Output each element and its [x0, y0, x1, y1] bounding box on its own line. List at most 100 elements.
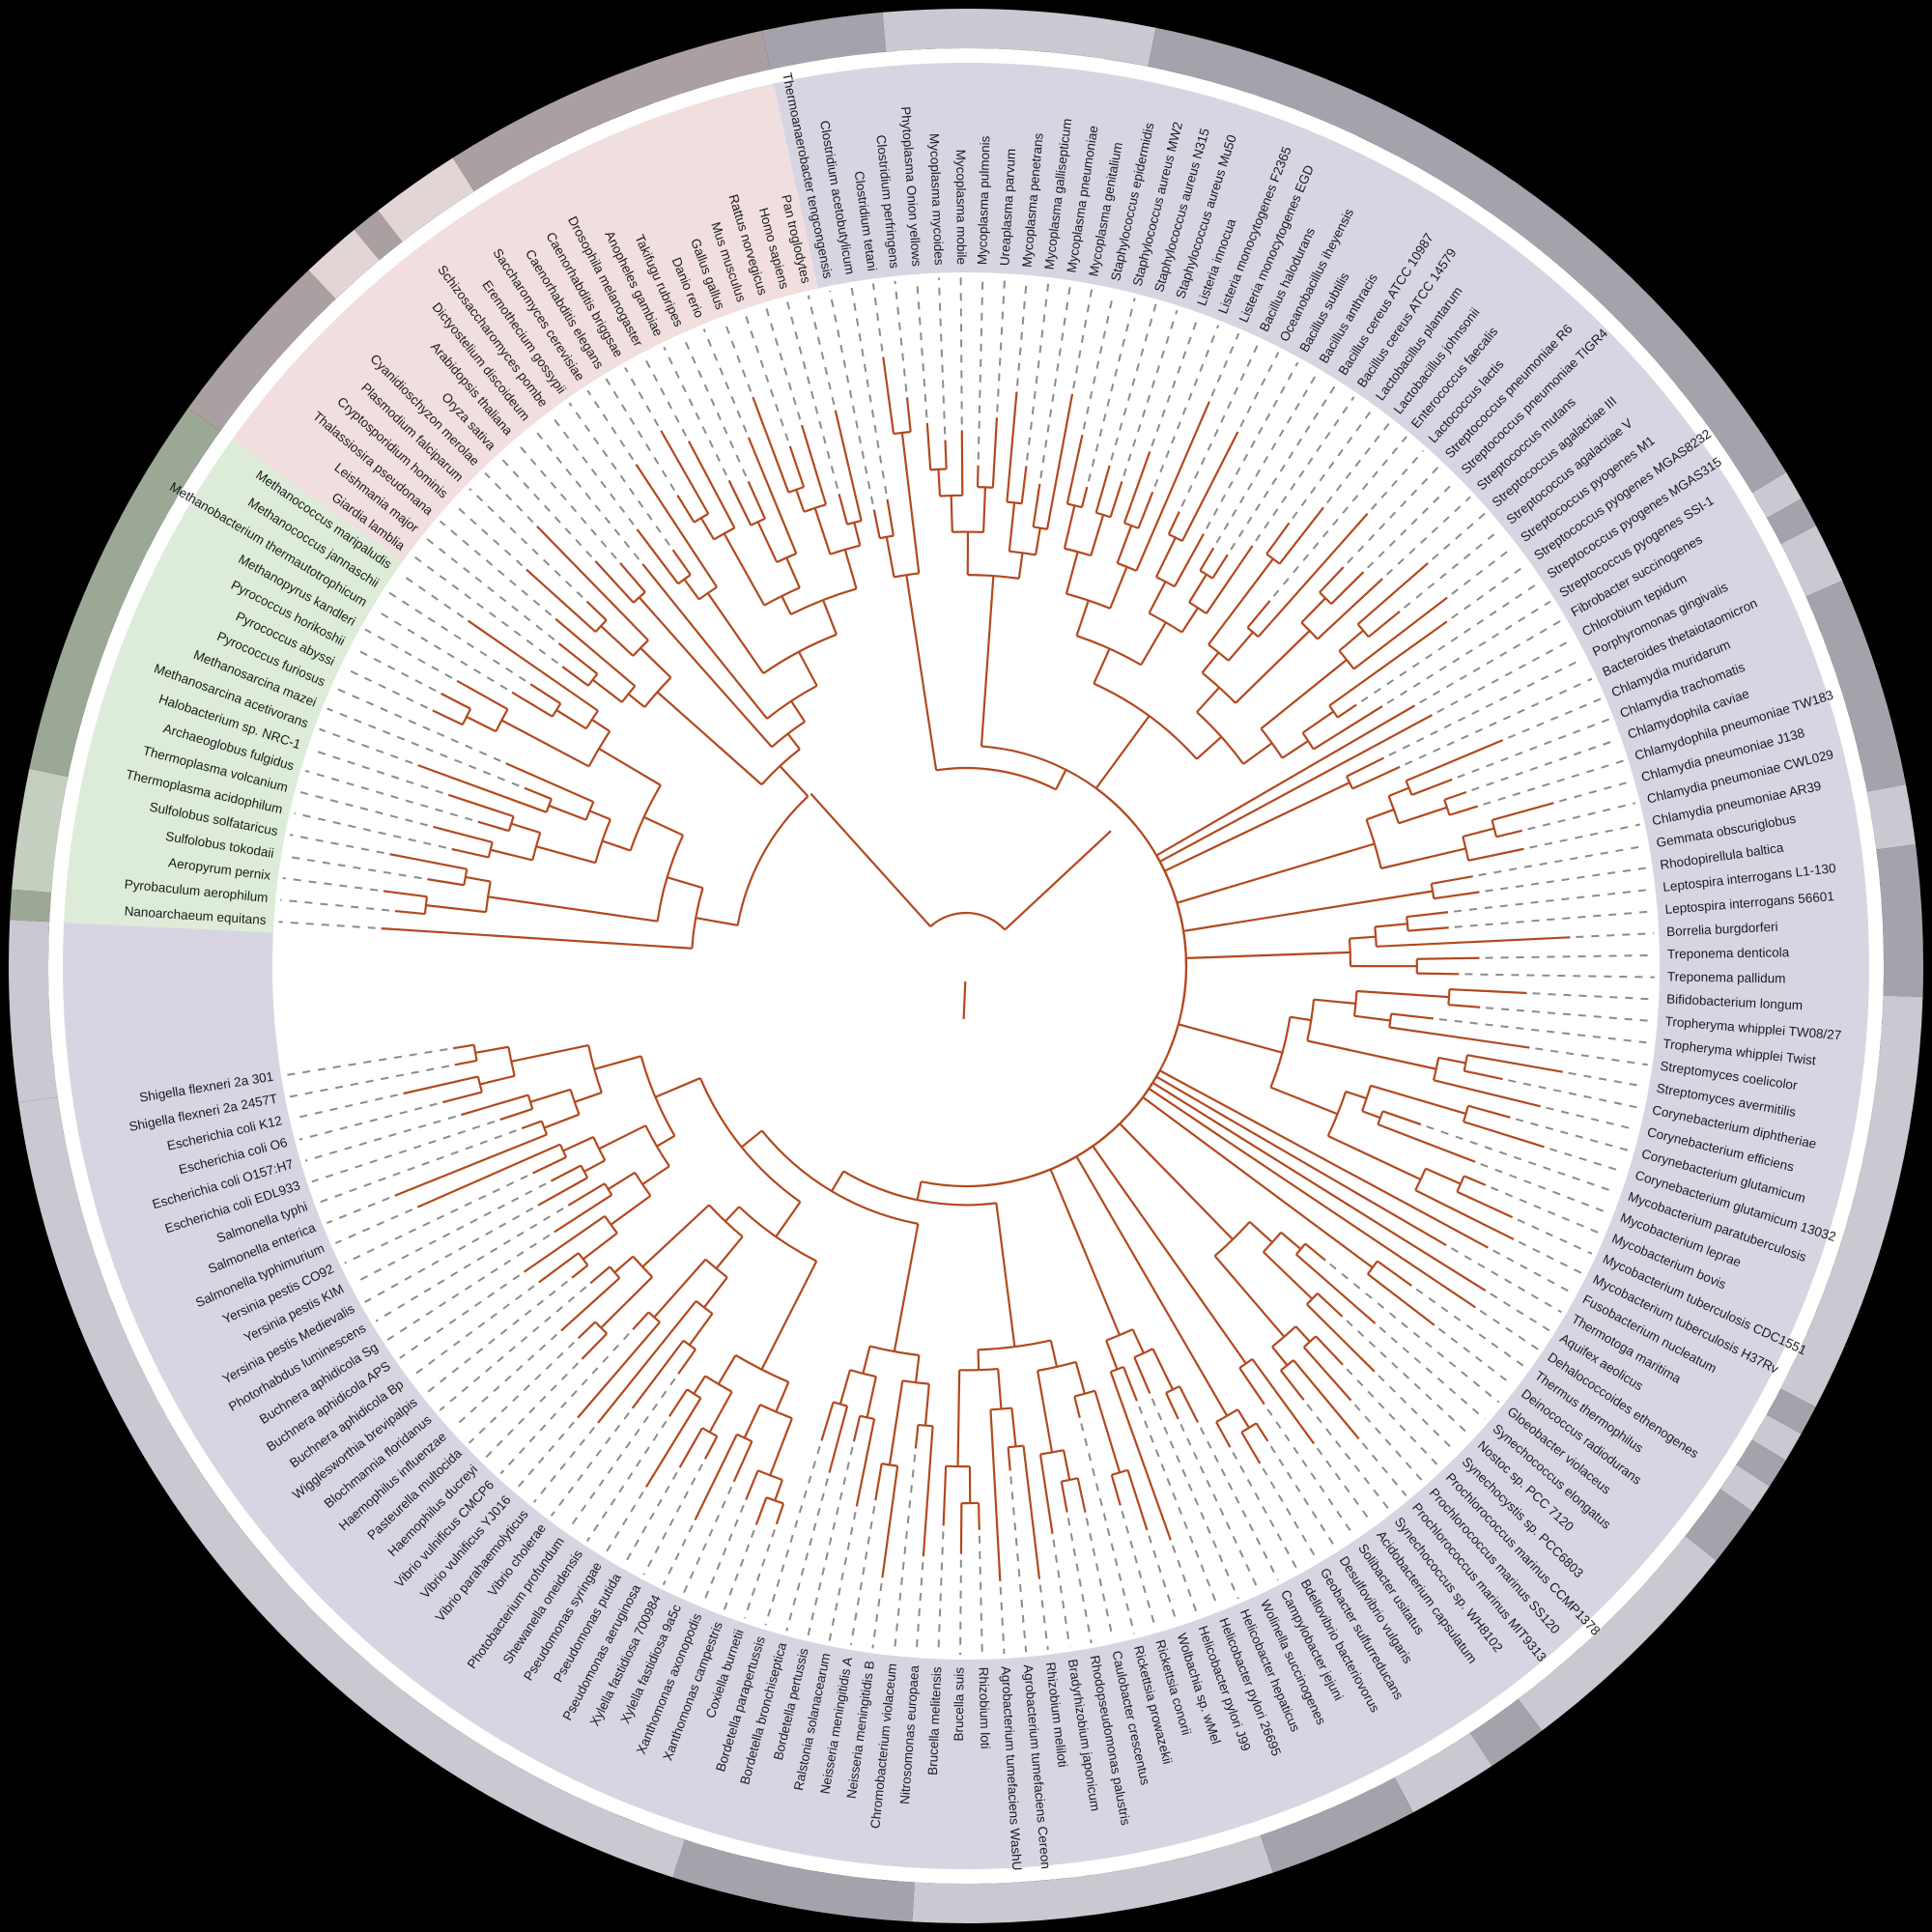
branch-radial: [1290, 1015, 1312, 1022]
branch-radial: [820, 1402, 835, 1441]
leaf-dash: [327, 1197, 390, 1224]
branch-radial: [1055, 769, 1067, 790]
species-label[interactable]: Treponema pallidum: [1667, 969, 1786, 985]
branch-radial: [394, 1133, 548, 1197]
branch-radial: [693, 1375, 706, 1395]
branch-radial: [613, 1255, 635, 1274]
branch-radial: [1313, 705, 1383, 751]
branch-radial: [1235, 630, 1311, 704]
branch-radial: [451, 847, 490, 859]
ring-segment: [1766, 1388, 1816, 1435]
leaf-dash: [605, 1491, 644, 1554]
branch-radial: [1352, 596, 1448, 670]
ring-segment: [1518, 1536, 1717, 1731]
ring-segment: [12, 768, 69, 893]
branch-radial: [636, 528, 679, 585]
leaf-dash: [354, 1182, 547, 1284]
branch-radial: [853, 522, 862, 546]
branch-radial: [521, 1120, 543, 1130]
branch-radial: [1179, 1385, 1200, 1423]
leaf-dash: [1210, 332, 1240, 397]
leaf-dash: [1388, 658, 1583, 756]
branch-radial: [944, 440, 948, 469]
branch-radial: [676, 495, 696, 524]
branch-radial: [1151, 1081, 1487, 1293]
branch-radial: [775, 1503, 785, 1525]
branch-radial: [1370, 1084, 1466, 1116]
branch-radial: [477, 820, 510, 833]
branch-radial: [1008, 502, 1016, 552]
branch-radial: [536, 526, 649, 641]
ring-segment: [354, 210, 403, 261]
branch-arc: [790, 587, 857, 615]
ring-segment: [1876, 844, 1923, 997]
leaf-dash: [959, 1559, 962, 1655]
branch-radial: [561, 666, 589, 687]
branch-radial: [1456, 1190, 1514, 1219]
branch-radial: [1265, 522, 1291, 555]
leaf-dash: [1548, 1148, 1624, 1173]
branch-radial: [1116, 525, 1133, 564]
branch-radial: [1063, 505, 1076, 550]
branch-radial: [1443, 790, 1467, 801]
branch-arc: [1074, 1389, 1095, 1398]
ring-segment: [1685, 1489, 1753, 1561]
species-label[interactable]: Treponema denticola: [1667, 945, 1790, 961]
branch-radial: [1074, 1361, 1086, 1395]
leaf-dash: [743, 1529, 776, 1619]
branch-radial: [660, 430, 710, 515]
branch-radial: [1032, 483, 1041, 527]
species-label[interactable]: Ureaplasma parvum: [997, 148, 1018, 266]
species-label[interactable]: Bifidobacterium longum: [1666, 992, 1804, 1013]
leaf-dash: [662, 1524, 694, 1585]
leaf-dash: [327, 707, 520, 787]
branch-arc: [939, 494, 963, 497]
branch-radial: [588, 810, 611, 821]
branch-radial: [699, 517, 715, 541]
species-label[interactable]: Borrelia burgdorferi: [1666, 920, 1778, 939]
branch-radial: [1281, 740, 1309, 759]
branch-radial: [1075, 1155, 1229, 1417]
species-label[interactable]: Mycoplasma pulmonis: [975, 135, 992, 265]
branch-radial: [1356, 989, 1450, 999]
leaf-dash: [1138, 1406, 1219, 1607]
branch-arc: [1196, 711, 1245, 765]
leaf-dash: [1436, 639, 1574, 714]
branch-radial: [1004, 830, 1112, 931]
leaf-dash: [1269, 1445, 1337, 1548]
branch-radial: [1010, 1407, 1017, 1447]
branch-radial: [1090, 514, 1105, 556]
leaf-dash: [702, 1504, 745, 1604]
branch-radial: [1255, 1422, 1269, 1442]
branch-arc: [762, 633, 838, 675]
species-label[interactable]: Rhizobium loti: [977, 1667, 993, 1749]
branch-radial: [1327, 1134, 1422, 1180]
branch-radial: [490, 848, 533, 862]
branch-radial: [1135, 401, 1210, 572]
branch-radial: [1466, 1054, 1563, 1073]
branch-radial: [754, 1496, 768, 1525]
branch-radial: [1105, 1340, 1119, 1370]
branch-radial: [852, 1415, 862, 1442]
species-label[interactable]: Brucella suis: [952, 1667, 967, 1742]
branch-radial: [1463, 1069, 1503, 1081]
branch-radial: [1257, 513, 1369, 638]
species-label[interactable]: Mycoplasma mobile: [953, 150, 969, 265]
leaf-dash: [1205, 361, 1299, 529]
branch-radial: [524, 786, 553, 801]
branch-radial: [1307, 1039, 1436, 1070]
branch-arc: [604, 1182, 613, 1196]
leaf-dash: [1490, 1293, 1551, 1332]
leaf-dash: [1432, 512, 1486, 560]
branch-radial: [1295, 1253, 1377, 1324]
leaf-dash: [1515, 1118, 1631, 1152]
branch-radial: [1411, 778, 1453, 796]
branch-radial: [922, 1426, 934, 1557]
branch-arc: [738, 1206, 817, 1263]
species-label[interactable]: Mycoplasma mycoides: [926, 133, 946, 266]
branch-radial: [1155, 1075, 1447, 1246]
branch-arc: [1215, 1408, 1238, 1423]
species-label[interactable]: Brucella melitensis: [925, 1666, 945, 1776]
branch-radial: [1110, 1474, 1122, 1506]
